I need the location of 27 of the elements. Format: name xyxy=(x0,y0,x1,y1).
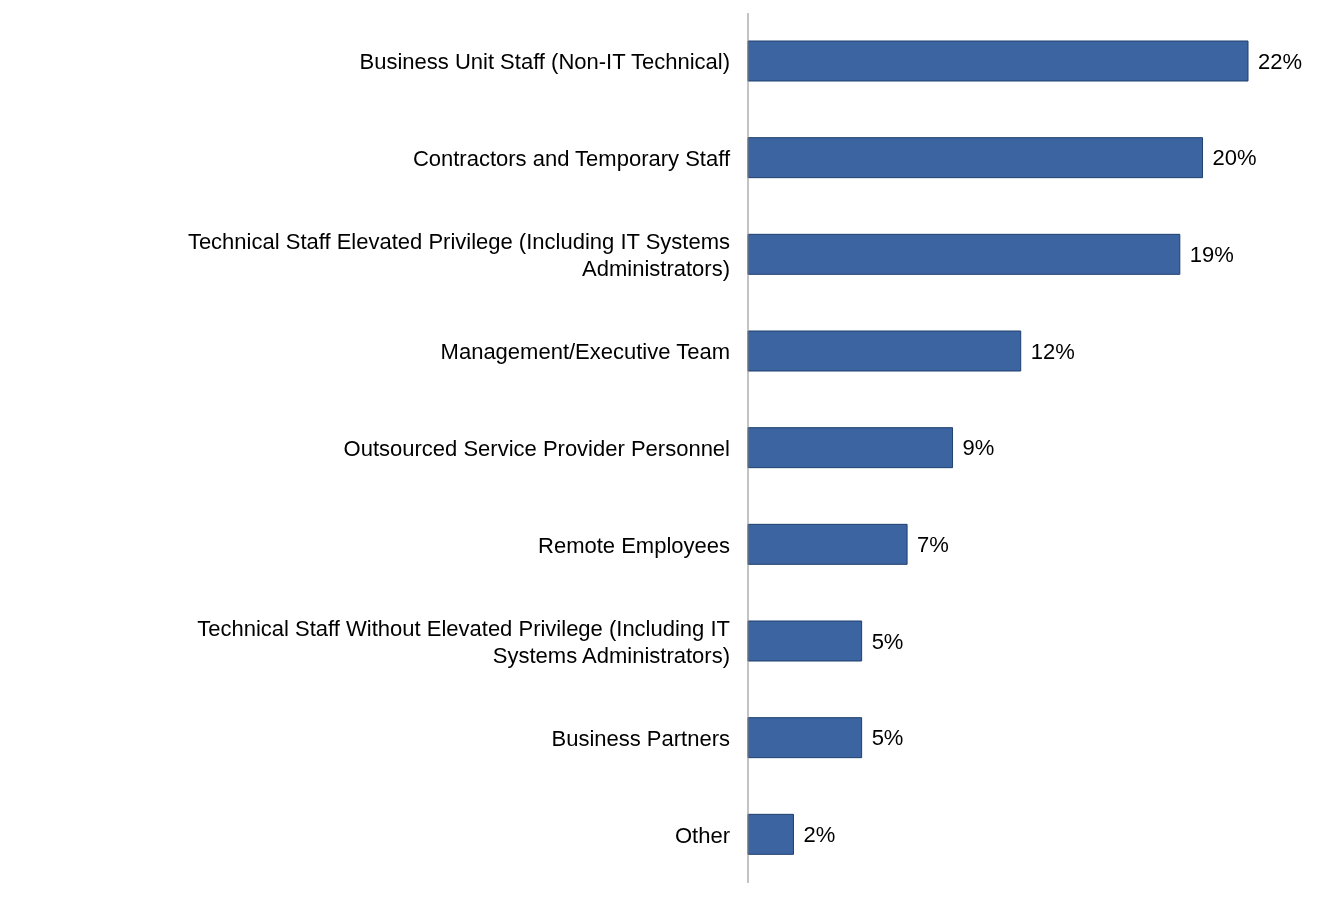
y-tick-label: Business Partners xyxy=(551,725,730,751)
y-tick-label: Business Unit Staff (Non-IT Technical) xyxy=(359,48,730,74)
y-tick-label: Other xyxy=(674,822,730,848)
bar xyxy=(747,330,1022,372)
y-tick-label: Outsourced Service Provider Personnel xyxy=(343,435,730,461)
y-tick-label: Management/Executive Team xyxy=(440,338,730,364)
bar xyxy=(747,40,1249,82)
data-label: 5% xyxy=(871,628,904,654)
data-label: 7% xyxy=(917,532,949,558)
data-label: 22% xyxy=(1258,48,1303,74)
data-label: 5% xyxy=(871,725,904,751)
y-tick-label: Contractors and Temporary Staff xyxy=(412,145,731,171)
data-label: 9% xyxy=(962,435,995,461)
bar xyxy=(747,233,1181,275)
bar xyxy=(747,620,863,662)
data-label: 20% xyxy=(1212,145,1257,171)
y-tick-label: Remote Employees xyxy=(538,532,730,558)
bar xyxy=(747,523,908,565)
y-tick-label: Technical Staff Elevated Privilege (Including IT Systems Administrators) xyxy=(187,228,730,281)
bar xyxy=(747,717,863,759)
y-tick-label: Technical Staff Without Elevated Privilege (Including IT Systems Administrators) xyxy=(197,615,730,668)
data-label: 12% xyxy=(1030,338,1075,364)
data-label: 2% xyxy=(803,822,836,848)
bar xyxy=(747,813,794,855)
bar xyxy=(747,137,1204,179)
bar xyxy=(747,427,954,469)
data-label: 19% xyxy=(1189,242,1234,268)
